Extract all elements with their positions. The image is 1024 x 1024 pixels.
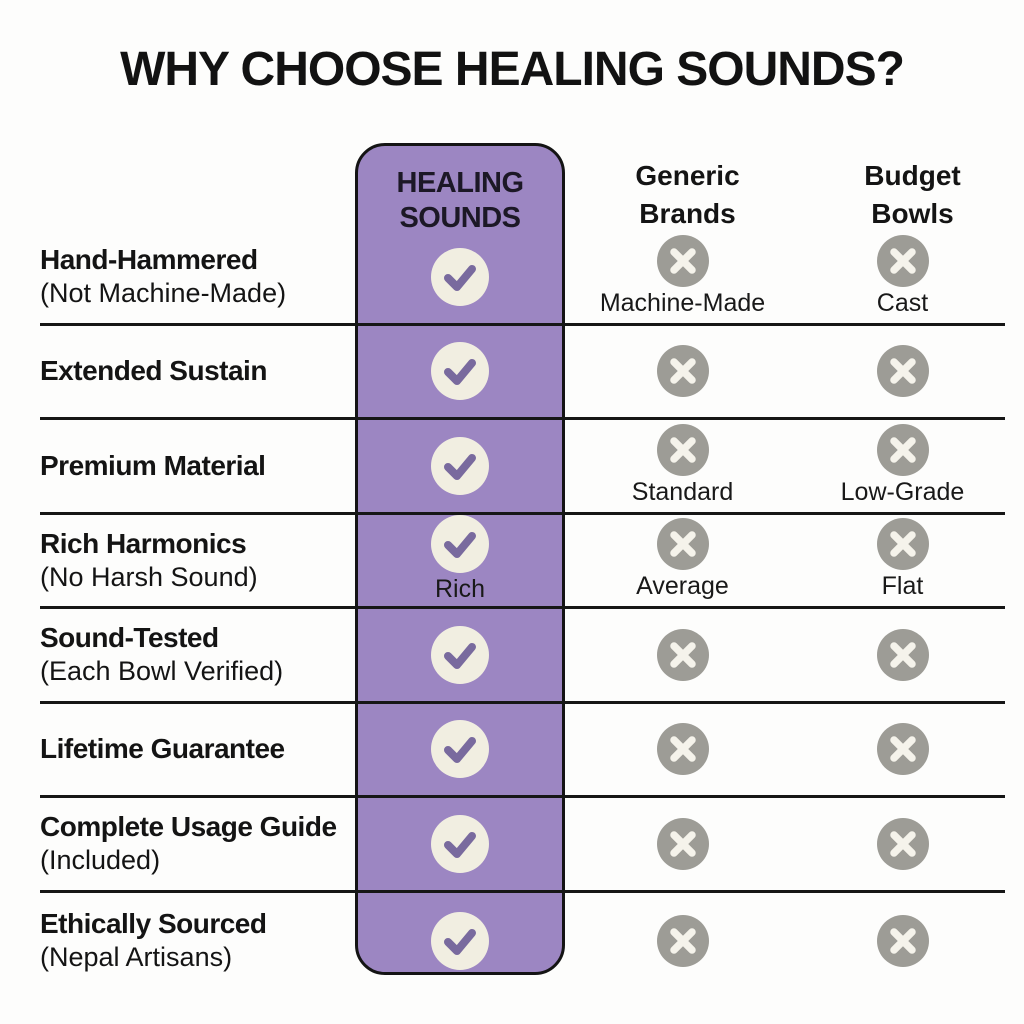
cross-icon <box>876 518 929 571</box>
table-row: Rich Harmonics (No Harsh Sound) Rich <box>40 515 1005 609</box>
column-header-generic-brands: Generic Brands <box>575 157 800 233</box>
cross-icon <box>876 723 929 776</box>
cross-icon <box>876 817 929 870</box>
feature-label: Lifetime Guarantee <box>40 733 285 765</box>
feature-cell: Complete Usage Guide (Included) <box>40 798 355 890</box>
cell-value-label: Flat <box>881 572 924 601</box>
cross-icon <box>876 234 929 287</box>
cell-value-label: Standard <box>631 477 734 506</box>
budget-bowls-cell <box>800 798 1005 890</box>
cross-icon <box>656 817 709 870</box>
healing-sounds-cell <box>355 893 565 989</box>
check-icon <box>431 436 489 495</box>
cross-icon <box>656 628 709 681</box>
check-icon <box>431 814 489 873</box>
cell-value-label: Cast <box>876 288 929 317</box>
column-header-healing-sounds: HEALING SOUNDS <box>355 166 565 236</box>
cross-icon <box>876 423 929 476</box>
feature-cell: Ethically Sourced (Nepal Artisans) <box>40 893 355 989</box>
cell-value-label: Low-Grade <box>840 477 965 506</box>
feature-cell: Lifetime Guarantee <box>40 704 355 796</box>
feature-cell: Extended Sustain <box>40 326 355 418</box>
cross-icon <box>876 914 929 967</box>
feature-label: Complete Usage Guide <box>40 811 337 843</box>
comparison-table-rows: Hand-Hammered (Not Machine-Made) <box>40 231 1005 989</box>
healing-sounds-cell: Rich <box>355 515 565 607</box>
feature-label: Ethically Sourced <box>40 908 267 939</box>
healing-sounds-cell <box>355 798 565 890</box>
column-header-line: Generic <box>635 160 740 191</box>
check-icon <box>431 342 489 401</box>
cross-icon <box>876 628 929 681</box>
healing-sounds-cell <box>355 326 565 418</box>
table-row: Lifetime Guarantee <box>40 704 1005 798</box>
column-header-line: Brands <box>639 198 736 229</box>
check-icon <box>431 247 489 306</box>
column-header-line: Bowls <box>871 198 954 229</box>
healing-sounds-cell <box>355 609 565 701</box>
budget-bowls-cell <box>800 609 1005 701</box>
generic-brands-cell: Average <box>565 515 800 607</box>
column-header-line: Budget <box>864 160 961 191</box>
feature-cell: Sound-Tested (Each Bowl Verified) <box>40 609 355 701</box>
column-header-line: SOUNDS <box>399 202 521 234</box>
cross-icon <box>656 723 709 776</box>
cross-icon <box>656 234 709 287</box>
budget-bowls-cell <box>800 893 1005 989</box>
table-row: Extended Sustain <box>40 326 1005 420</box>
cross-icon <box>656 914 709 967</box>
table-row: Sound-Tested (Each Bowl Verified) <box>40 609 1005 704</box>
budget-bowls-cell <box>800 326 1005 418</box>
feature-label: Extended Sustain <box>40 355 267 387</box>
generic-brands-cell <box>565 609 800 701</box>
column-header-budget-bowls: Budget Bowls <box>800 157 1024 233</box>
cross-icon <box>876 345 929 398</box>
generic-brands-cell: Machine-Made <box>565 231 800 323</box>
check-icon <box>431 720 489 779</box>
generic-brands-cell <box>565 798 800 890</box>
check-icon <box>431 911 489 970</box>
feature-cell: Rich Harmonics (No Harsh Sound) <box>40 515 355 607</box>
generic-brands-cell <box>565 326 800 418</box>
generic-brands-cell <box>565 893 800 989</box>
feature-sublabel: (Not Machine-Made) <box>40 278 287 309</box>
cell-value-label: Average <box>636 572 729 601</box>
feature-cell: Premium Material <box>40 420 355 512</box>
healing-sounds-cell <box>355 420 565 512</box>
page-title: WHY CHOOSE HEALING SOUNDS? <box>120 43 905 96</box>
budget-bowls-cell: Flat <box>800 515 1005 607</box>
column-header-line: HEALING <box>396 167 525 199</box>
table-row: Complete Usage Guide (Included) <box>40 798 1005 893</box>
feature-sublabel: (Nepal Artisans) <box>40 942 233 972</box>
feature-label: Sound-Tested <box>40 622 219 654</box>
feature-label: Premium Material <box>40 449 266 481</box>
cell-value-label: Rich <box>434 575 485 604</box>
table-row: Ethically Sourced (Nepal Artisans) <box>40 893 1005 989</box>
budget-bowls-cell: Cast <box>800 231 1005 323</box>
feature-label: Rich Harmonics <box>40 527 247 559</box>
cell-value-label: Machine-Made <box>599 288 766 317</box>
feature-sublabel: (No Harsh Sound) <box>40 561 258 592</box>
feature-sublabel: (Each Bowl Verified) <box>40 656 284 687</box>
feature-sublabel: (Included) <box>40 845 161 876</box>
cross-icon <box>656 423 709 476</box>
cross-icon <box>656 518 709 571</box>
budget-bowls-cell <box>800 704 1005 796</box>
table-row: Hand-Hammered (Not Machine-Made) <box>40 231 1005 326</box>
check-icon <box>431 625 489 684</box>
healing-sounds-cell <box>355 704 565 796</box>
feature-label: Hand-Hammered <box>40 244 258 276</box>
generic-brands-cell <box>565 704 800 796</box>
feature-cell: Hand-Hammered (Not Machine-Made) <box>40 231 355 323</box>
check-icon <box>431 515 489 574</box>
table-row: Premium Material <box>40 420 1005 515</box>
generic-brands-cell: Standard <box>565 420 800 512</box>
budget-bowls-cell: Low-Grade <box>800 420 1005 512</box>
healing-sounds-cell <box>355 231 565 323</box>
cross-icon <box>656 345 709 398</box>
